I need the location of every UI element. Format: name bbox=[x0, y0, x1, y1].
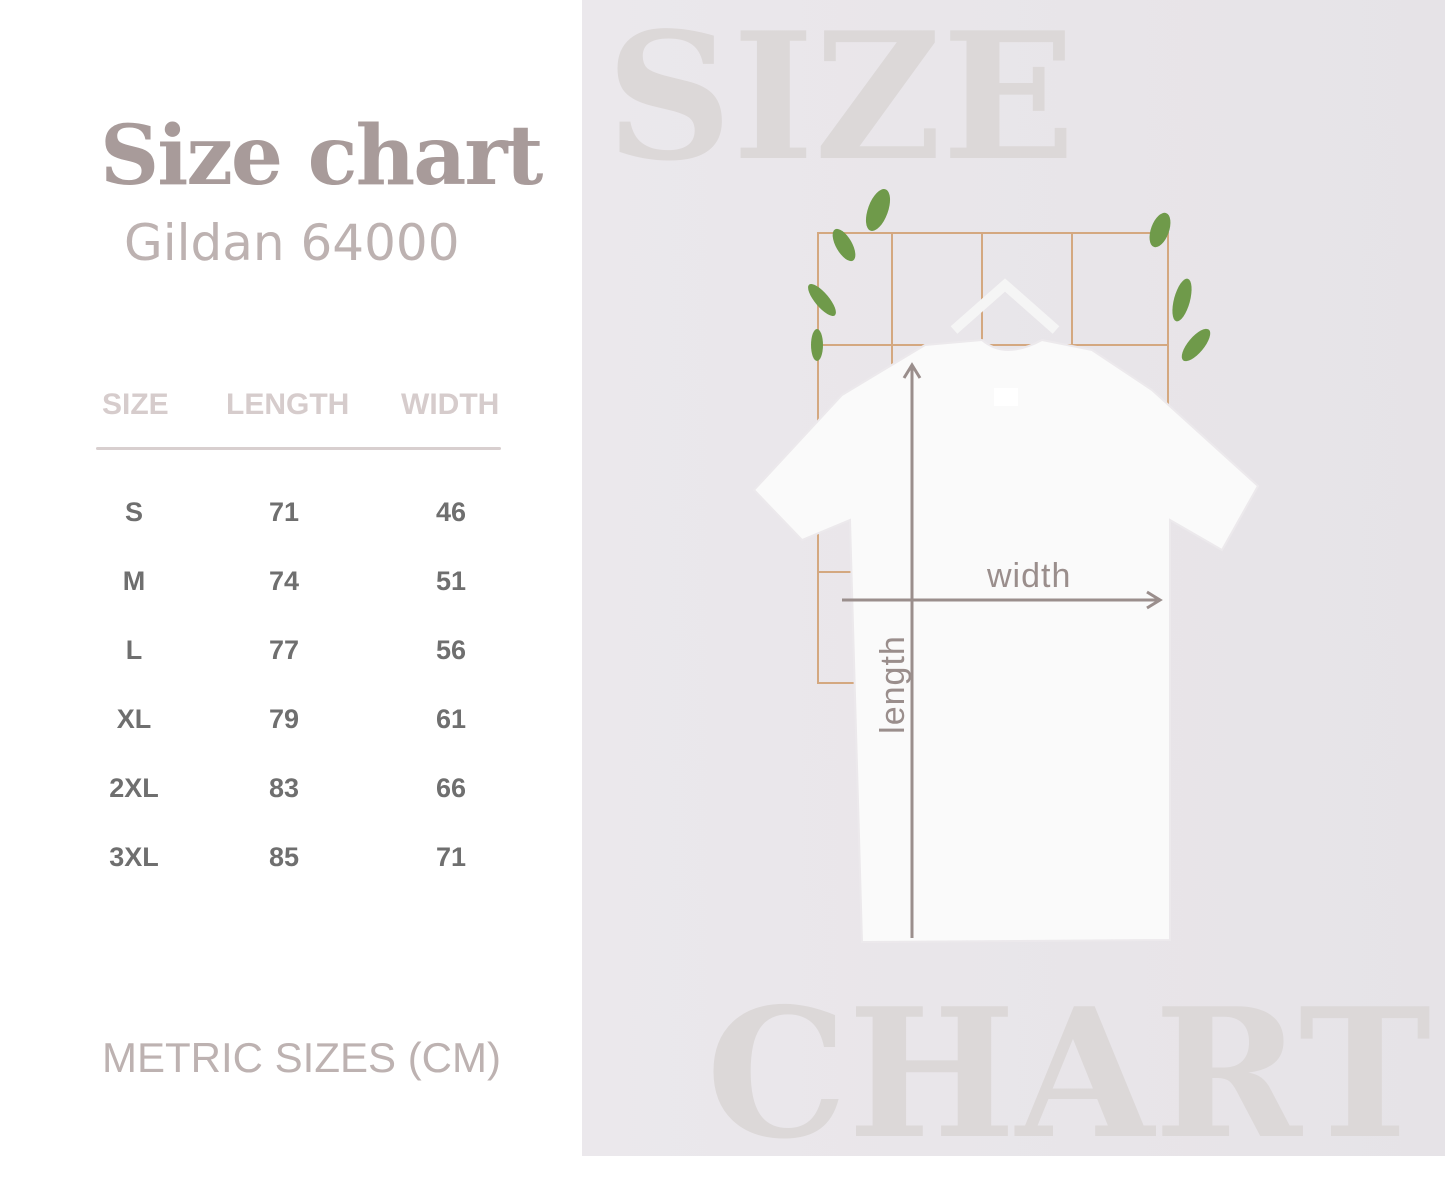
header-size: SIZE bbox=[102, 388, 169, 421]
hanger bbox=[950, 278, 1060, 334]
units-note: METRIC SIZES (CM) bbox=[102, 1034, 501, 1081]
cell-length: 85 bbox=[268, 842, 300, 872]
cell-length: 79 bbox=[268, 704, 300, 734]
cell-size: S bbox=[124, 497, 143, 527]
table-row: XL 79 61 bbox=[0, 704, 582, 744]
table-row: S 71 46 bbox=[0, 497, 582, 537]
cell-length: 77 bbox=[268, 635, 300, 665]
header-width: WIDTH bbox=[401, 388, 500, 421]
cell-width: 56 bbox=[435, 635, 467, 665]
cell-width: 51 bbox=[435, 566, 467, 596]
cell-size: M bbox=[122, 566, 146, 596]
header-divider bbox=[96, 447, 501, 450]
cell-size: 2XL bbox=[109, 773, 159, 803]
cell-length: 83 bbox=[268, 773, 300, 803]
product-model: Gildan 64000 bbox=[124, 214, 460, 272]
table-row: 2XL 83 66 bbox=[0, 773, 582, 813]
watermark-chart: CHART bbox=[706, 969, 1432, 1178]
table-row: M 74 51 bbox=[0, 566, 582, 606]
tshirt bbox=[752, 338, 1260, 944]
plant-leaves-icon bbox=[808, 189, 1211, 362]
cell-size: XL bbox=[116, 704, 152, 734]
cell-length: 74 bbox=[268, 566, 300, 596]
measurement-arrows bbox=[842, 362, 1163, 938]
width-label: width bbox=[987, 557, 1072, 595]
cell-width: 71 bbox=[435, 842, 467, 872]
gildan-tag bbox=[994, 388, 1018, 406]
header-length: LENGTH bbox=[226, 388, 350, 421]
length-label: length bbox=[873, 635, 912, 734]
cell-length: 71 bbox=[268, 497, 300, 527]
table-row: 3XL 85 71 bbox=[0, 842, 582, 882]
page-title: Size chart bbox=[100, 108, 543, 204]
cell-size: 3XL bbox=[109, 842, 159, 872]
tshirt-photo: SIZE CHART width length bbox=[582, 0, 1445, 1163]
cell-width: 61 bbox=[435, 704, 467, 734]
table-row: L 77 56 bbox=[0, 635, 582, 675]
watermark-size: SIZE bbox=[606, 0, 1076, 200]
cell-size: L bbox=[125, 635, 143, 665]
size-table-panel: Size chart Gildan 64000 SIZE LENGTH WIDT… bbox=[0, 0, 582, 1156]
cell-width: 66 bbox=[435, 773, 467, 803]
cell-width: 46 bbox=[435, 497, 467, 527]
tshirt-illustration bbox=[752, 189, 1260, 944]
